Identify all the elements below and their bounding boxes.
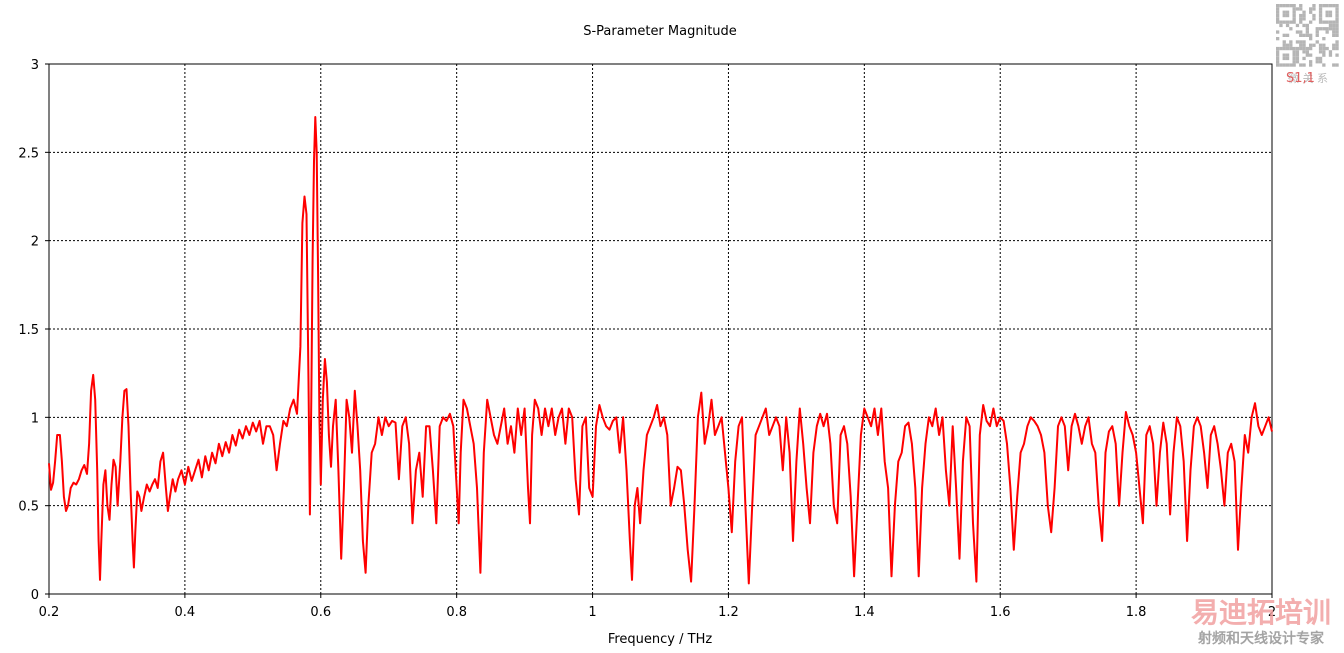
y-tick-label: 1: [31, 411, 39, 426]
y-tick-label: 0: [31, 588, 39, 603]
qr-code-icon: [1276, 4, 1339, 67]
y-tick-label: 2: [31, 235, 39, 250]
x-tick-label: 0.8: [446, 605, 467, 620]
watermark-tagline: 射频和天线设计专家: [1197, 630, 1325, 647]
x-tick-label: 1.2: [718, 605, 739, 620]
x-axis-ticks: 0.2 0.4 0.6 0.8 1 1.2 1.4 1.6 1.8 2: [39, 594, 1276, 620]
x-tick-label: 0.2: [39, 605, 60, 620]
y-tick-label: 0.5: [18, 500, 39, 515]
x-tick-label: 1.8: [1126, 605, 1147, 620]
grid-lines: [49, 64, 1272, 594]
x-tick-label: 1.6: [990, 605, 1011, 620]
series-layer: [48, 116, 1273, 585]
series-line-s11: [48, 116, 1273, 585]
chart-title: S-Parameter Magnitude: [583, 24, 737, 39]
x-tick-label: 1.4: [854, 605, 875, 620]
legend-entry-s11: S1,1: [1286, 71, 1315, 86]
x-tick-label: 2: [1268, 605, 1276, 620]
plot-frame: [48, 63, 1273, 595]
y-axis-ticks: 0 0.5 1 1.5 2 2.5 3: [18, 58, 49, 603]
y-tick-label: 3: [31, 58, 39, 73]
x-tick-label: 1: [588, 605, 596, 620]
x-axis-label: Frequency / THz: [608, 632, 713, 647]
watermark-brand: 易迪拓培训: [1191, 596, 1331, 629]
x-tick-label: 0.4: [175, 605, 196, 620]
y-tick-label: 1.5: [18, 323, 39, 338]
watermark-corner-text: 微 关 系: [1288, 71, 1328, 85]
y-tick-label: 2.5: [18, 146, 39, 161]
x-tick-label: 0.6: [310, 605, 331, 620]
